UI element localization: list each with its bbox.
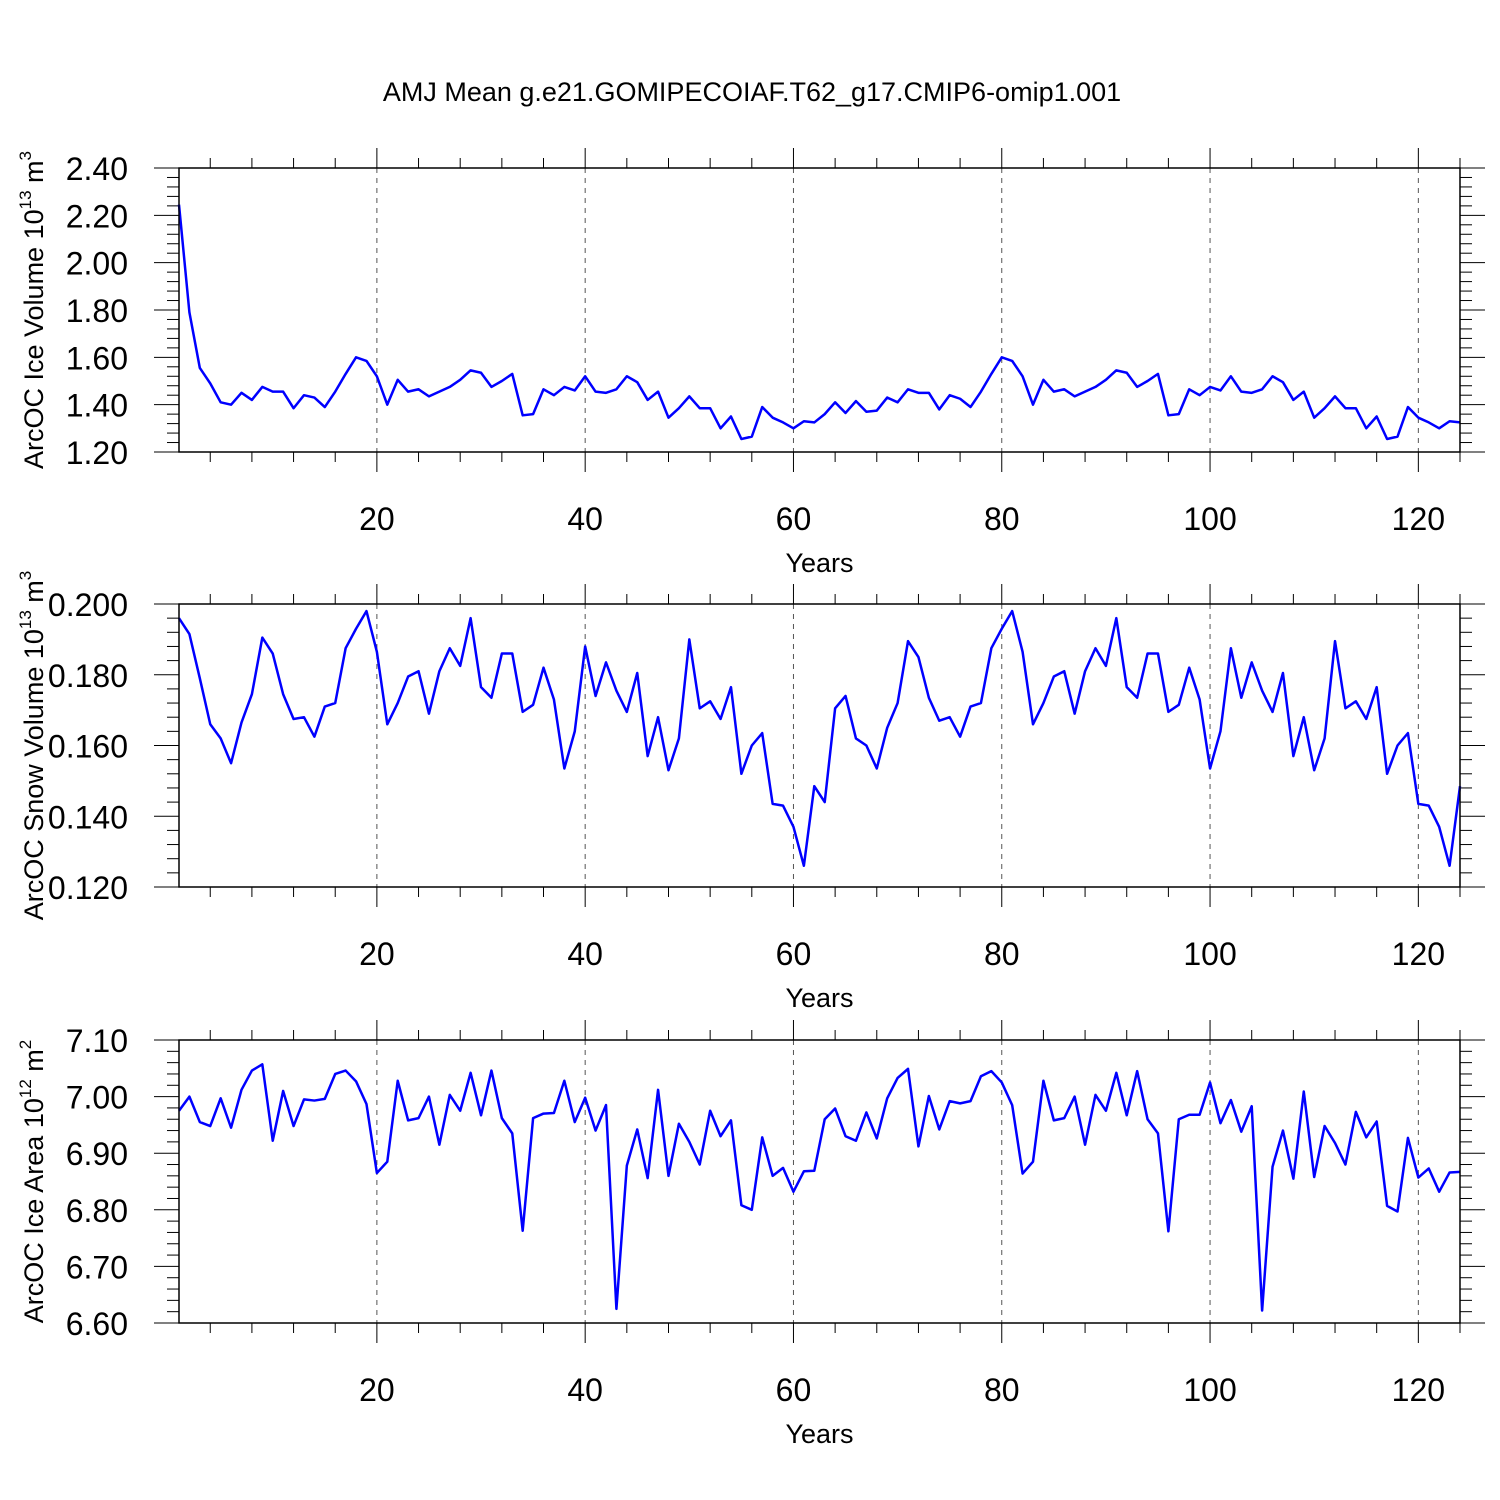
x-axis-label: Years xyxy=(785,548,853,578)
x-tick-label-80: 80 xyxy=(984,936,1020,972)
x-tick-label-60: 60 xyxy=(776,1372,812,1408)
y-axis-label: ArcOC Snow Volume 1013 m3 xyxy=(16,571,49,921)
x-tick-label-40: 40 xyxy=(567,501,603,537)
y-tick-label-2.20: 2.20 xyxy=(66,198,128,234)
y-tick-label-0.180: 0.180 xyxy=(48,658,128,694)
x-tick-label-20: 20 xyxy=(359,501,395,537)
x-tick-label-80: 80 xyxy=(984,1372,1020,1408)
y-tick-label-2.40: 2.40 xyxy=(66,151,128,187)
y-tick-label-6.60: 6.60 xyxy=(66,1306,128,1342)
y-axis-label: ArcOC Ice Volume 1013 m3 xyxy=(16,151,49,469)
series-line-panel-1 xyxy=(177,204,1461,441)
x-tick-label-100: 100 xyxy=(1183,1372,1236,1408)
x-tick-label-20: 20 xyxy=(359,936,395,972)
plot-frame xyxy=(178,1039,1461,1324)
y-tick-label-1.20: 1.20 xyxy=(66,435,128,471)
y-tick-label-7.10: 7.10 xyxy=(66,1023,128,1059)
y-tick-label-7.00: 7.00 xyxy=(66,1080,128,1116)
panel-2: 20 40 60 80 100 120 0.120 0.140 0.160 0.180 0.200 Y… xyxy=(16,571,1485,1013)
x-tick-label-120: 120 xyxy=(1392,1372,1445,1408)
y-tick-label-0.120: 0.120 xyxy=(48,870,128,906)
y-tick-label-1.60: 1.60 xyxy=(66,340,128,376)
y-tick-label-0.160: 0.160 xyxy=(48,729,128,765)
x-tick-label-20: 20 xyxy=(359,1372,395,1408)
y-tick-label-6.80: 6.80 xyxy=(66,1193,128,1229)
x-axis-label: Years xyxy=(785,983,853,1013)
chart-title: AMJ Mean g.e21.GOMIPECOIAF.T62_g17.CMIP6… xyxy=(383,77,1121,107)
plot-frame xyxy=(178,167,1461,453)
plot-frame xyxy=(178,603,1461,888)
x-tick-label-60: 60 xyxy=(776,936,812,972)
y-tick-label-0.140: 0.140 xyxy=(48,799,128,835)
x-axis-label: Years xyxy=(785,1419,853,1449)
x-tick-label-60: 60 xyxy=(776,501,812,537)
y-tick-label-6.70: 6.70 xyxy=(66,1249,128,1285)
series-line-panel-2 xyxy=(177,609,1462,868)
x-tick-label-100: 100 xyxy=(1183,936,1236,972)
y-tick-label-2.00: 2.00 xyxy=(66,246,128,282)
y-tick-label-1.40: 1.40 xyxy=(66,388,128,424)
x-tick-label-40: 40 xyxy=(567,1372,603,1408)
x-tick-label-40: 40 xyxy=(567,936,603,972)
x-tick-label-120: 120 xyxy=(1392,936,1445,972)
y-tick-label-6.90: 6.90 xyxy=(66,1136,128,1172)
x-tick-label-120: 120 xyxy=(1392,501,1445,537)
panel-3: 20 40 60 80 100 120 6.60 6.70 6.80 6.90 7.00 7.10 Ye… xyxy=(16,1020,1485,1449)
x-tick-label-80: 80 xyxy=(984,501,1020,537)
y-tick-label-0.200: 0.200 xyxy=(48,587,128,623)
y-axis-label: ArcOC Ice Area 1012 m2 xyxy=(16,1040,49,1324)
series-line-panel-3 xyxy=(177,1063,1461,1312)
x-tick-label-100: 100 xyxy=(1183,501,1236,537)
panel-1: 20 40 60 80 100 120 1.20 1.40 1.60 1.80 2.00 2.20 2.… xyxy=(16,148,1485,578)
y-tick-label-1.80: 1.80 xyxy=(66,293,128,329)
